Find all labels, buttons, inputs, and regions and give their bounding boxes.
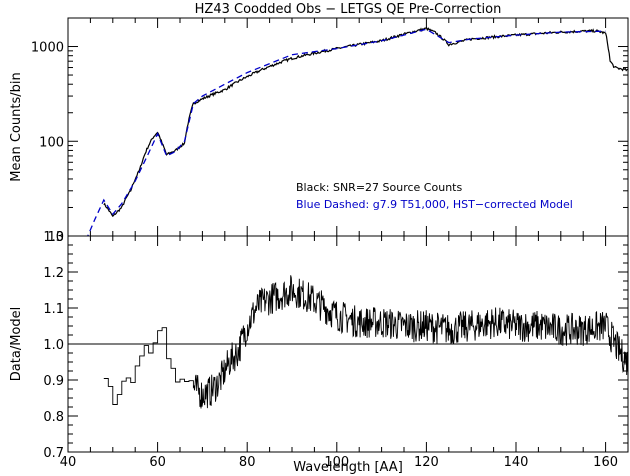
top-panel: HZ43 Coodded Obs − LETGS QE Pre-Correcti… [9,2,629,245]
top-ytick-label: 100 [39,135,64,150]
bottom-xtick-label: 60 [149,455,166,470]
bottom-xlabel: Wavelength [AA] [293,460,403,475]
chart-title: HZ43 Coodded Obs − LETGS QE Pre-Correcti… [195,2,502,17]
top-ytick-label: 10 [47,230,64,245]
bottom-ytick-label: 1.3 [43,230,64,245]
series-model-line [87,28,606,236]
series-data-model-line [103,275,628,409]
bottom-panel: 0.7 0.8 0.9 1.0 1.1 1.2 1.3 40 60 80 100 120 140 160 D… [9,230,629,475]
bottom-xtick-label: 40 [60,455,77,470]
bottom-xtick-label: 80 [239,455,256,470]
bottom-ytick-label: 0.9 [43,374,64,389]
bottom-ylabel: Data/Model [9,307,24,381]
bottom-ytick-label: 0.8 [43,410,64,425]
bottom-ytick-label: 1.1 [43,302,64,317]
bottom-xtick-label: 120 [414,455,439,470]
annotation-blue: Blue Dashed: g7.9 T51,000, HST−corrected… [296,198,573,211]
top-ylabel: Mean Counts/bin [9,72,24,181]
bottom-xtick-label: 160 [593,455,618,470]
bottom-xtick-label: 100 [324,455,349,470]
top-ytick-label: 1000 [31,41,64,56]
bottom-xtick-label: 140 [504,455,529,470]
bottom-ytick-label: 1.2 [43,266,64,281]
bottom-ytick-label: 1.0 [43,338,64,353]
bottom-ytick-label: 0.7 [43,446,64,461]
annotation-black: Black: SNR=27 Source Counts [296,181,462,194]
